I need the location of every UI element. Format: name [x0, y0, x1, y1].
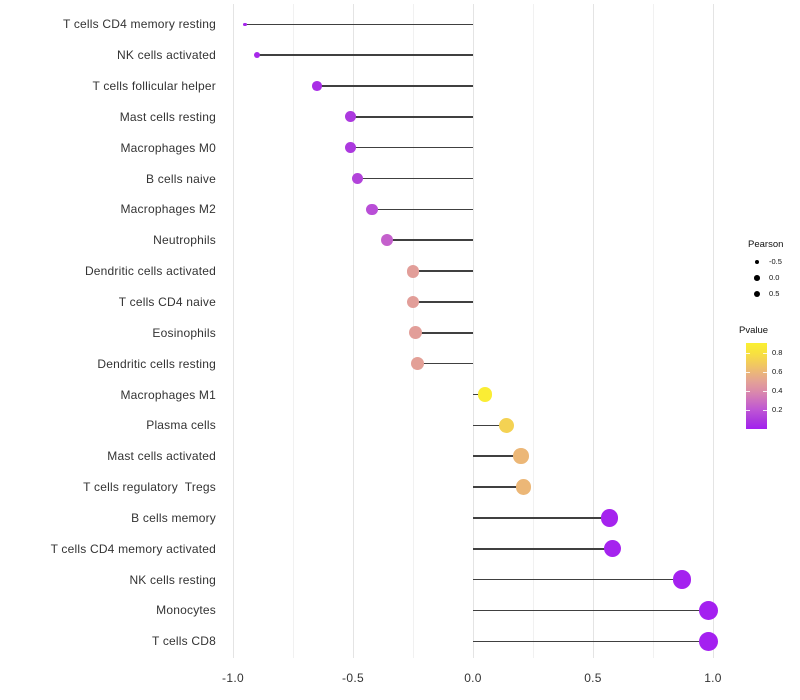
- pearson-legend-value-label: 0.0: [769, 273, 780, 282]
- pvalue-colorbar-tick: [746, 371, 750, 373]
- lollipop-dot: [672, 570, 692, 589]
- y-axis-label: T cells CD8: [152, 634, 216, 649]
- grid-major-line: [473, 4, 474, 658]
- y-axis-label: T cells follicular helper: [92, 79, 216, 93]
- grid-minor-line: [293, 4, 294, 658]
- lollipop-segment: [386, 239, 473, 242]
- lollipop-segment: [473, 578, 682, 581]
- y-axis-label: T cells regulatory Tregs: [83, 480, 216, 495]
- lollipop-dot: [380, 234, 393, 247]
- y-axis-label: Plasma cells: [146, 418, 216, 433]
- x-axis-tick-label: -1.0: [222, 671, 244, 685]
- lollipop-segment: [473, 640, 709, 643]
- lollipop-segment: [413, 270, 473, 272]
- lollipop-segment: [473, 486, 524, 488]
- y-axis-label: Macrophages M1: [120, 387, 216, 402]
- pvalue-colorbar-tick: [746, 352, 750, 354]
- lollipop-dot: [698, 600, 718, 620]
- lollipop-segment: [413, 301, 473, 303]
- y-axis-label: Monocytes: [156, 603, 216, 618]
- lollipop-segment: [357, 177, 473, 180]
- lollipop-segment: [257, 54, 473, 56]
- pvalue-colorbar-tick: [763, 371, 767, 373]
- pvalue-colorbar-tick: [746, 409, 750, 411]
- lollipop-dot: [515, 479, 532, 495]
- lollipop-dot: [366, 203, 378, 216]
- lollipop-dot: [603, 540, 621, 558]
- lollipop-segment: [417, 362, 473, 365]
- pvalue-colorbar-tick-label: 0.4: [772, 385, 783, 395]
- y-axis-label: Macrophages M2: [120, 202, 216, 217]
- grid-major-line: [713, 4, 714, 658]
- pvalue-colorbar-tick: [763, 352, 767, 354]
- pvalue-colorbar-tick: [746, 390, 750, 392]
- pearson-legend-key-dot: [754, 259, 760, 265]
- pearson-legend-key-dot: [754, 275, 760, 281]
- lollipop-segment: [317, 85, 473, 87]
- grid-major-line: [233, 4, 234, 658]
- y-axis-label: T cells CD4 memory resting: [62, 17, 216, 32]
- y-axis-label: T cells CD4 naive: [118, 294, 216, 309]
- pearson-legend-value-label: -0.5: [769, 257, 782, 266]
- pvalue-colorbar-tick: [763, 409, 767, 411]
- pearson-legend-key-dot: [753, 290, 761, 298]
- lollipop-dot: [243, 22, 247, 27]
- lollipop-dot: [352, 172, 364, 185]
- lollipop-dot: [406, 264, 420, 278]
- y-axis-label: Dendritic cells activated: [84, 264, 216, 279]
- lollipop-dot: [312, 81, 322, 91]
- y-axis-label: Eosinophils: [152, 325, 216, 340]
- lollipop-dot: [513, 448, 529, 464]
- grid-major-line: [593, 4, 594, 658]
- y-axis-label: Macrophages M0: [120, 140, 216, 155]
- y-axis-label: NK cells resting: [129, 572, 216, 587]
- y-axis-label: Mast cells activated: [107, 449, 216, 464]
- pvalue-colorbar-tick: [763, 390, 767, 392]
- y-axis-label: B cells naive: [146, 171, 216, 186]
- lollipop-segment: [473, 455, 521, 457]
- pvalue-colorbar-tick-label: 0.8: [772, 347, 783, 357]
- lollipop-segment: [350, 116, 473, 118]
- grid-minor-line: [653, 4, 654, 658]
- lollipop-segment: [473, 609, 709, 612]
- lollipop-dot: [345, 142, 357, 154]
- pvalue-colorbar-tick-label: 0.2: [772, 404, 783, 414]
- lollipop-dot: [698, 631, 718, 651]
- lollipop-dot: [345, 111, 357, 123]
- y-axis-label: Neutrophils: [153, 233, 216, 248]
- grid-minor-line: [533, 4, 534, 658]
- lollipop-dot: [254, 52, 260, 59]
- lollipop-dot: [406, 295, 420, 309]
- lollipop-segment: [245, 23, 473, 26]
- lollipop-segment: [473, 517, 610, 519]
- lollipop-dot: [408, 326, 422, 340]
- y-axis-label: T cells CD4 memory activated: [50, 541, 216, 556]
- pearson-legend-title: Pearson: [748, 239, 784, 250]
- y-axis-label: B cells memory: [131, 510, 216, 525]
- pvalue-colorbar-tick-label: 0.6: [772, 366, 783, 376]
- lollipop-segment: [473, 547, 613, 550]
- lollipop-dot: [499, 417, 515, 433]
- lollipop-dot: [601, 509, 619, 527]
- lollipop-segment: [350, 146, 473, 149]
- lollipop-dot: [411, 357, 425, 371]
- lollipop-segment: [415, 332, 473, 334]
- pearson-legend-value-label: 0.5: [769, 289, 780, 298]
- lollipop-segment: [372, 208, 473, 211]
- x-axis-tick-label: 0.5: [584, 671, 602, 685]
- lollipop-segment: [473, 424, 507, 427]
- y-axis-label: NK cells activated: [117, 48, 216, 63]
- grid-major-line: [353, 4, 354, 658]
- y-axis-label: Dendritic cells resting: [97, 356, 216, 371]
- x-axis-tick-label: 1.0: [704, 671, 722, 685]
- x-axis-tick-label: -0.5: [342, 671, 364, 685]
- lollipop-dot: [477, 387, 493, 402]
- y-axis-label: Mast cells resting: [119, 109, 216, 124]
- x-axis-tick-label: 0.0: [464, 671, 482, 685]
- pvalue-colorbar: [746, 343, 767, 429]
- pvalue-legend-title: Pvalue: [739, 325, 769, 336]
